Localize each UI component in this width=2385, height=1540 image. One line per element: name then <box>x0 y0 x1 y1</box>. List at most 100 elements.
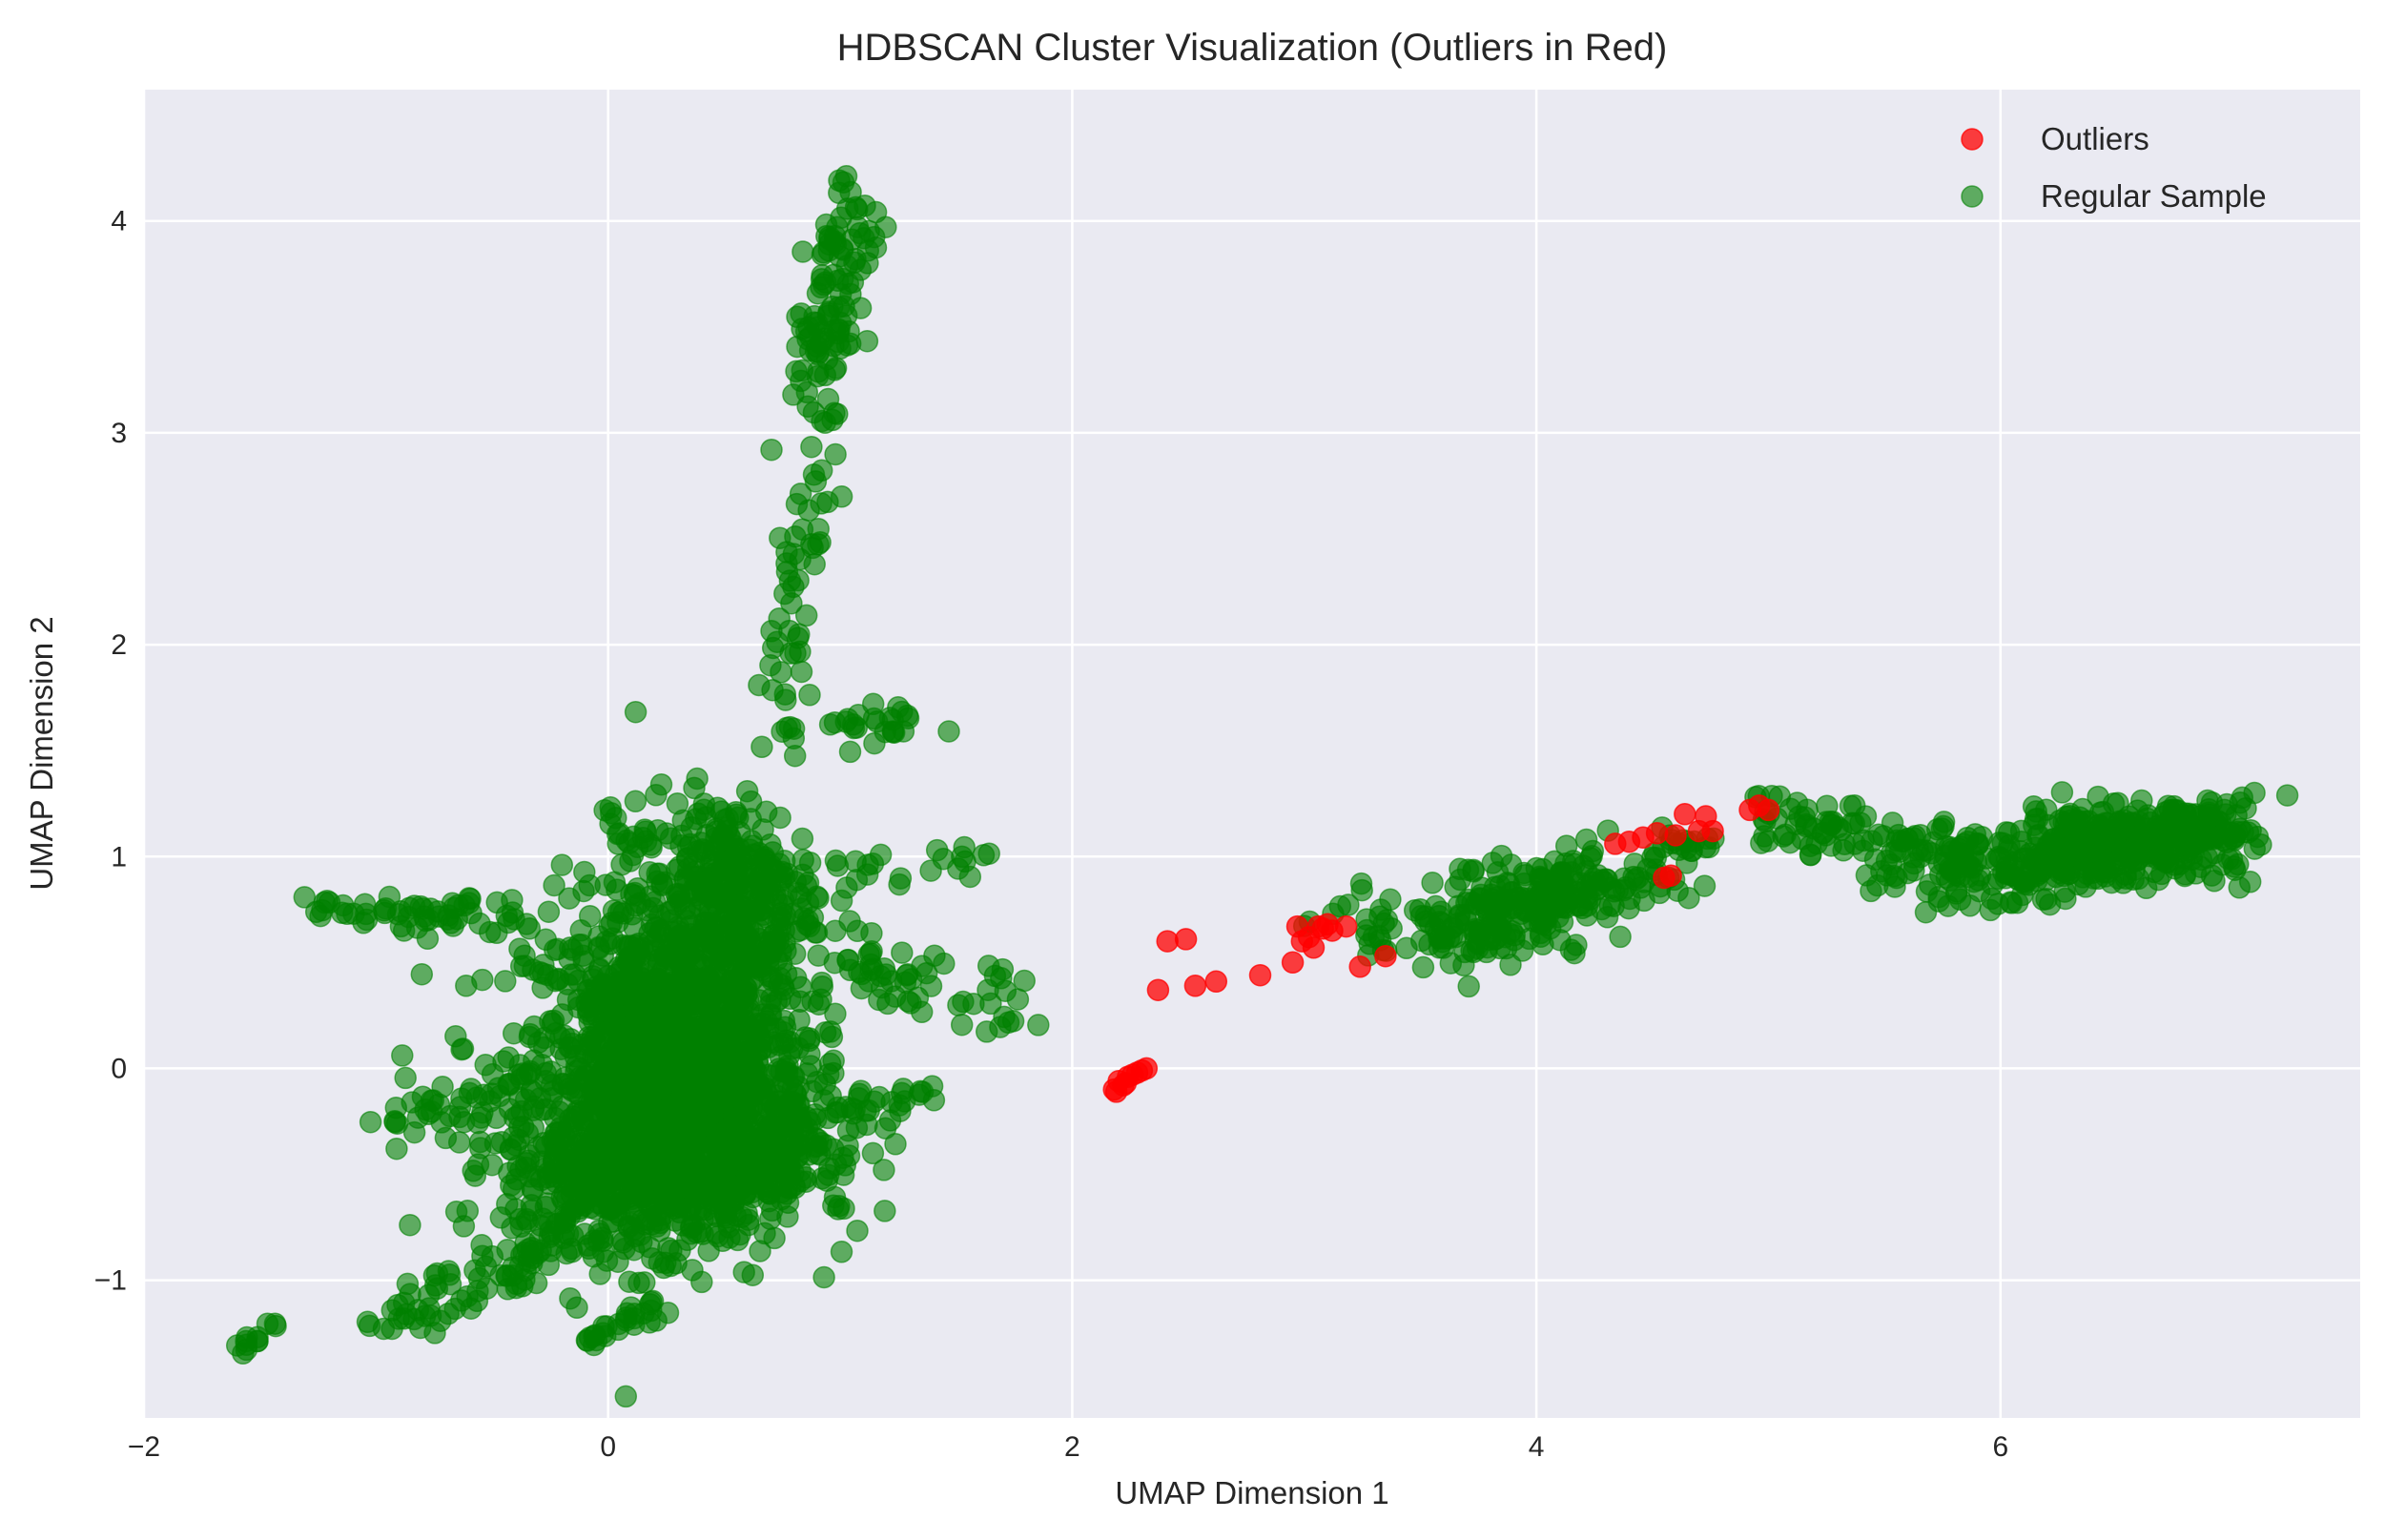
regular-sample-point <box>801 1079 824 1103</box>
regular-sample-point <box>504 1167 528 1191</box>
regular-sample-point <box>1849 811 1872 834</box>
regular-sample-point <box>1411 955 1435 979</box>
regular-sample-point <box>782 717 806 740</box>
regular-sample-point <box>496 1278 520 1301</box>
regular-sample-point <box>919 859 942 882</box>
regular-sample-point <box>573 860 596 884</box>
regular-sample-point <box>625 1181 648 1203</box>
regular-sample-point <box>838 332 862 356</box>
regular-sample-point <box>422 1263 446 1287</box>
regular-sample-point <box>861 1141 885 1165</box>
regular-sample-point <box>784 524 807 548</box>
regular-sample-point <box>658 1137 681 1160</box>
regular-sample-point <box>632 1302 655 1325</box>
regular-sample-point <box>1431 936 1455 959</box>
outlier-point <box>1659 864 1682 887</box>
outlier-point <box>1135 1057 1159 1080</box>
regular-sample-point <box>550 853 574 876</box>
regular-sample-point <box>759 931 783 954</box>
regular-sample-point <box>558 887 581 910</box>
regular-sample-point <box>652 1256 675 1280</box>
regular-sample-point <box>1013 969 1036 993</box>
regular-sample-point <box>721 847 745 871</box>
regular-sample-point <box>1499 954 1522 976</box>
regular-sample-point <box>588 1222 612 1245</box>
regular-sample-point <box>566 996 590 1019</box>
regular-sample-point <box>979 992 1002 1016</box>
regular-sample-point <box>754 800 778 824</box>
regular-sample-point <box>1575 904 1598 927</box>
regular-sample-point <box>353 893 377 916</box>
regular-sample-point <box>760 438 783 462</box>
regular-sample-point <box>405 916 429 939</box>
regular-sample-point <box>1367 924 1390 948</box>
regular-sample-point <box>1448 903 1471 927</box>
regular-sample-point <box>1805 832 1828 855</box>
regular-sample-point <box>810 330 833 353</box>
regular-sample-point <box>702 1134 726 1157</box>
regular-sample-point <box>811 971 833 995</box>
regular-sample-point <box>385 1137 408 1160</box>
regular-sample-point <box>773 683 797 706</box>
regular-sample-point <box>2275 784 2299 807</box>
regular-sample-point <box>436 908 460 931</box>
regular-sample-point <box>534 928 558 952</box>
regular-sample-point <box>603 871 627 894</box>
regular-sample-point <box>2057 837 2080 860</box>
regular-sample-point <box>526 1136 550 1159</box>
regular-sample-point <box>623 1033 646 1057</box>
regular-sample-point <box>1875 849 1899 873</box>
regular-sample-point <box>537 900 561 923</box>
y-tick-label: −1 <box>94 1265 127 1297</box>
regular-sample-point <box>1948 888 1972 912</box>
regular-sample-point <box>591 1173 615 1196</box>
regular-sample-point <box>802 463 826 486</box>
regular-sample-point <box>798 1042 821 1066</box>
outlier-point <box>1183 975 1207 997</box>
regular-sample-point <box>507 1116 531 1139</box>
regular-sample-point <box>788 1101 811 1125</box>
regular-sample-point <box>792 240 814 263</box>
regular-sample-point <box>787 568 810 592</box>
regular-sample-point <box>750 735 773 759</box>
regular-sample-point <box>358 1314 381 1338</box>
regular-sample-point <box>463 1259 486 1283</box>
regular-sample-point <box>592 1021 615 1045</box>
regular-sample-point <box>2239 818 2262 842</box>
regular-sample-point <box>847 704 870 727</box>
regular-sample-point <box>1644 846 1668 870</box>
regular-sample-point <box>833 295 855 318</box>
regular-sample-point <box>859 958 883 982</box>
regular-sample-point <box>706 1164 729 1187</box>
regular-sample-point <box>508 1207 532 1231</box>
regular-sample-point <box>787 881 810 905</box>
regular-sample-point <box>838 740 862 764</box>
outlier-point <box>1374 944 1397 968</box>
regular-sample-point <box>666 791 689 815</box>
regular-sample-point <box>609 1142 633 1166</box>
regular-sample-point <box>359 1110 382 1134</box>
regular-sample-point <box>399 1283 421 1305</box>
regular-sample-point <box>873 1159 895 1181</box>
regular-sample-point <box>694 806 717 829</box>
regular-sample-point <box>846 1219 869 1242</box>
regular-sample-point <box>795 380 819 404</box>
regular-sample-point <box>523 1015 545 1038</box>
regular-sample-point <box>1966 869 1990 892</box>
regular-sample-point <box>891 941 914 964</box>
regular-sample-point <box>2231 786 2254 810</box>
regular-sample-point <box>569 1165 593 1189</box>
regular-sample-point <box>692 839 716 863</box>
regular-sample-point <box>813 411 836 435</box>
regular-sample-point <box>399 1213 421 1237</box>
regular-sample-point <box>670 824 693 848</box>
regular-sample-point <box>937 720 960 743</box>
outlier-point <box>1146 978 1170 1001</box>
regular-sample-point <box>1565 934 1588 956</box>
outlier-point <box>1281 951 1305 975</box>
regular-sample-point <box>490 1131 513 1154</box>
regular-sample-point <box>773 1016 797 1039</box>
regular-sample-point <box>709 916 731 940</box>
regular-sample-point <box>711 948 735 972</box>
